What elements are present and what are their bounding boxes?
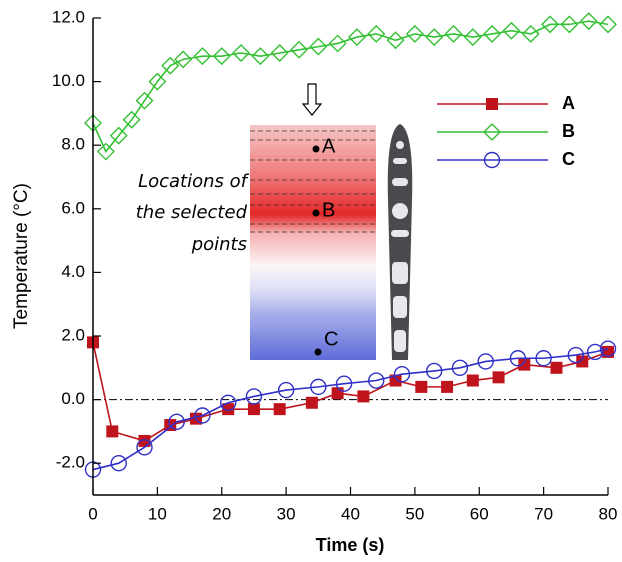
- x-tick-label: 80: [599, 504, 618, 523]
- point-label: C: [324, 328, 338, 350]
- x-axis-label: Time (s): [316, 535, 385, 555]
- point-label: A: [322, 135, 336, 157]
- y-tick-label: 10.0: [52, 71, 85, 90]
- x-tick-label: 20: [212, 504, 231, 523]
- marker: [274, 403, 286, 415]
- marker: [106, 425, 118, 437]
- y-tick-label: -2.0: [56, 453, 85, 472]
- marker: [518, 359, 530, 371]
- legend-label: B: [562, 121, 575, 141]
- marker: [551, 362, 563, 374]
- y-axis-label: Temperature (°C): [11, 183, 32, 329]
- annotation: Locations of: [138, 171, 250, 192]
- marker: [441, 381, 453, 393]
- legend-label: C: [562, 149, 575, 169]
- x-tick-label: 60: [470, 504, 489, 523]
- annotation: points: [191, 234, 247, 255]
- x-tick-label: 70: [534, 504, 553, 523]
- y-tick-label: 4.0: [61, 262, 85, 281]
- marker: [357, 390, 369, 402]
- y-tick-label: 0.0: [61, 389, 85, 408]
- marker: [467, 375, 479, 387]
- x-tick-label: 40: [341, 504, 360, 523]
- marker: [248, 403, 260, 415]
- marker: [306, 397, 318, 409]
- y-tick-label: 6.0: [61, 198, 85, 217]
- annotation: the selected: [136, 202, 248, 223]
- point-label: B: [322, 199, 335, 221]
- legend-label: A: [562, 93, 575, 113]
- marker: [332, 387, 344, 399]
- inset-image: [250, 84, 422, 360]
- marker: [415, 381, 427, 393]
- x-tick-label: 50: [405, 504, 424, 523]
- y-tick-label: 12.0: [52, 7, 85, 26]
- marker: [576, 355, 588, 367]
- y-tick-label: 2.0: [61, 325, 85, 344]
- x-tick-label: 30: [277, 504, 296, 523]
- chart: A B C Locations of the selected points T…: [0, 0, 622, 557]
- x-tick-label: 0: [88, 504, 97, 523]
- series-line: [93, 349, 608, 470]
- x-tick-label: 10: [148, 504, 167, 523]
- marker: [493, 371, 505, 383]
- y-tick-label: 8.0: [61, 135, 85, 154]
- legend-marker: [486, 98, 498, 110]
